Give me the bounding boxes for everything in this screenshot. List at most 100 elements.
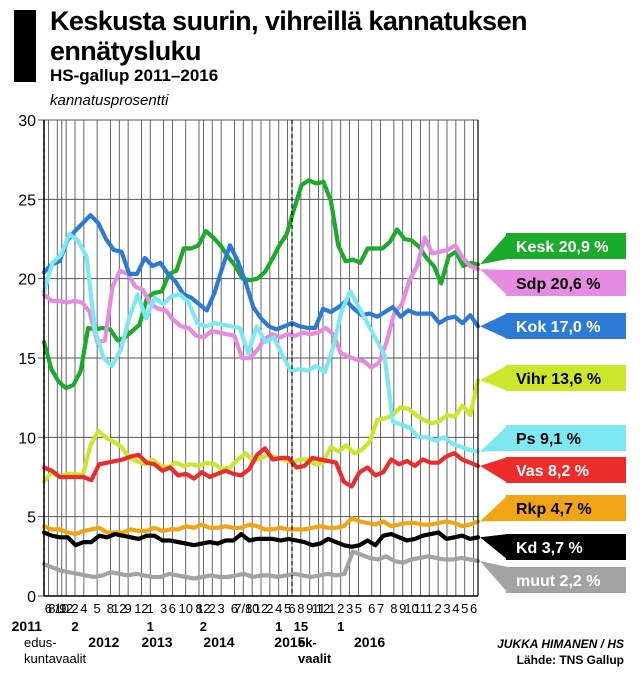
x-year-label: 2016 xyxy=(354,634,385,650)
series-label-text: Kok 17,0 % xyxy=(516,319,600,336)
series-line-kd xyxy=(41,530,481,549)
series-line-ps xyxy=(41,232,481,454)
x-tick-label: 9 xyxy=(306,601,313,616)
x-tick-label: 9 xyxy=(125,601,132,616)
x-bold-label: 2 xyxy=(71,619,78,634)
x-tick-label: 5 xyxy=(284,601,291,616)
x-year-label: 2011 xyxy=(12,618,43,634)
series-label-kok: Kok 17,0 % xyxy=(480,313,626,339)
x-tick-label: 11 xyxy=(414,601,428,616)
series-label-text: Ps 9,1 % xyxy=(516,431,581,448)
y-tick-label: 0 xyxy=(27,589,36,606)
title-accent-bar xyxy=(14,10,36,82)
series-label-arrow xyxy=(480,457,508,483)
x-year-label: 2012 xyxy=(88,634,119,650)
y-tick-label: 5 xyxy=(27,510,36,527)
credit-author: JUKKA HIMANEN / HS xyxy=(497,637,624,651)
series-label-box xyxy=(506,313,626,339)
series-layer xyxy=(41,178,481,581)
x-bold-label: 1 xyxy=(147,619,154,634)
x-bold-label: 15 xyxy=(294,619,308,634)
x-tick-label: 10 xyxy=(404,601,418,616)
x-tick-label: 4 xyxy=(80,601,87,616)
x-tick-label: 6 xyxy=(288,601,295,616)
series-label-sdp: Sdp 20,6 % xyxy=(480,269,626,296)
y-tick-label: 15 xyxy=(18,351,36,368)
x-tick-label: 5 xyxy=(355,601,362,616)
x-tick-label: 6 xyxy=(368,601,375,616)
x-event-label: ek- xyxy=(298,635,317,650)
series-label-arrow xyxy=(480,561,508,593)
series-label-text: Kd 3,7 % xyxy=(516,540,583,557)
series-label-arrow xyxy=(480,495,508,522)
series-label-box xyxy=(506,567,626,593)
label-layer: Kesk 20,9 % Sdp 20,6 % Kok 17,0 % Vihr 13,6… xyxy=(12,233,626,666)
x-tick-label: 12 xyxy=(59,601,73,616)
series-label-box xyxy=(506,270,626,296)
x-tick-label: 9 xyxy=(399,601,406,616)
x-tick-label: 3 xyxy=(218,601,225,616)
x-tick-label: 3 xyxy=(160,601,167,616)
x-tick-label: 12 xyxy=(196,601,210,616)
series-label-text: Sdp 20,6 % xyxy=(516,276,600,293)
credit-block: JUKKA HIMANEN / HS Lähde: TNS Gallup xyxy=(497,636,624,668)
axis-layer: 0 5 10 15 20 25 30 xyxy=(18,113,479,606)
series-label-arrow xyxy=(480,233,508,265)
credit-source: Lähde: TNS Gallup xyxy=(516,653,624,667)
x-tick-label: 6 xyxy=(169,601,176,616)
series-label-box xyxy=(506,534,626,560)
series-label-arrow xyxy=(480,425,508,452)
series-label-ps: Ps 9,1 % xyxy=(480,425,626,452)
x-tick-label: 4 xyxy=(275,601,282,616)
y-axis-label: kannatusprosentti xyxy=(50,92,169,109)
x-tick-label: 10 xyxy=(178,601,192,616)
series-label-text: Vas 8,2 % xyxy=(516,463,589,480)
series-line-muut xyxy=(41,549,481,581)
x-event-label: kuntavaalit xyxy=(24,651,87,666)
series-label-box xyxy=(506,365,626,391)
x-tick-label: 6 xyxy=(470,601,477,616)
series-label-box xyxy=(506,233,626,259)
x-tick-label: 8 xyxy=(107,601,114,616)
series-label-rkp: Rkp 4,7 % xyxy=(480,495,626,522)
series-line-vihr xyxy=(41,378,481,484)
series-line-kok xyxy=(41,213,481,332)
x-event-label: edus- xyxy=(24,635,57,650)
x-tick-label: 6 xyxy=(45,601,52,616)
x-bold-label: 1 xyxy=(275,619,282,634)
series-label-muut: muut 2,2 % xyxy=(480,561,626,593)
series-line-vas xyxy=(41,446,481,489)
x-tick-label: 7/8 xyxy=(234,601,252,616)
y-tick-label: 25 xyxy=(18,192,36,209)
series-label-arrow xyxy=(480,313,508,339)
x-tick-label: 8 xyxy=(297,601,304,616)
x-year-label: 2014 xyxy=(203,634,234,650)
x-bold-label: 1 xyxy=(337,619,344,634)
x-tick-label: 2 xyxy=(71,601,78,616)
series-label-text: Rkp 4,7 % xyxy=(516,501,592,518)
series-label-arrow xyxy=(480,365,508,391)
series-label-box xyxy=(506,425,626,451)
x-tick-label: 1 xyxy=(328,601,335,616)
x-year-label: 2013 xyxy=(141,634,172,650)
x-tick-label: 10 xyxy=(54,601,68,616)
x-tick-label: 12 xyxy=(112,601,126,616)
series-label-text: Vihr 13,6 % xyxy=(516,371,601,388)
x-tick-label: 2 xyxy=(337,601,344,616)
x-tick-label: 10 xyxy=(245,601,259,616)
y-tick-label: 30 xyxy=(18,113,36,130)
x-tick-label: 2 xyxy=(266,601,273,616)
x-tick-label: 12 xyxy=(316,601,330,616)
series-label-text: Kesk 20,9 % xyxy=(516,239,609,256)
series-label-kesk: Kesk 20,9 % xyxy=(480,233,626,265)
series-line-sdp xyxy=(41,235,481,370)
x-tick-label: 5 xyxy=(94,601,101,616)
x-tick-label: 11 xyxy=(312,601,326,616)
series-label-vihr: Vihr 13,6 % xyxy=(480,365,626,391)
y-tick-label: 10 xyxy=(18,430,36,447)
x-tick-label: 7 xyxy=(377,601,384,616)
x-tick-label: 3 xyxy=(443,601,450,616)
x-tick-label: 2 xyxy=(209,601,216,616)
series-label-arrow xyxy=(480,269,508,296)
y-tick-label: 20 xyxy=(18,272,36,289)
